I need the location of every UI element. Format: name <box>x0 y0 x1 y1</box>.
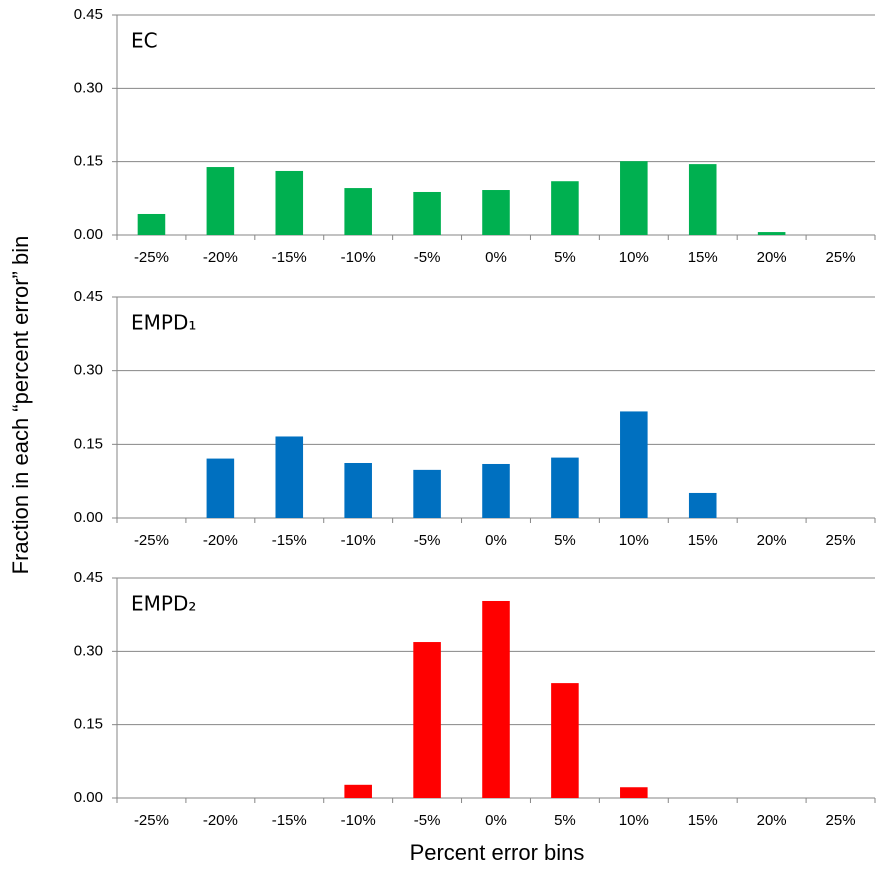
y-tick-label: 0.00 <box>74 789 103 806</box>
panel-label: EMPD₂ <box>131 592 196 616</box>
x-tick-label: -25% <box>134 532 169 549</box>
x-tick-label: 5% <box>554 532 576 549</box>
x-tick-label: 0% <box>485 249 507 266</box>
x-tick-label: -10% <box>341 249 376 266</box>
x-tick-label: -15% <box>272 249 307 266</box>
y-tick-label: 0.30 <box>74 642 103 659</box>
x-tick-label: -20% <box>203 532 238 549</box>
x-tick-label: -5% <box>414 812 441 829</box>
x-tick-label: 25% <box>826 249 856 266</box>
x-tick-label: -5% <box>414 532 441 549</box>
x-tick-label: 10% <box>619 249 649 266</box>
x-tick-label: 15% <box>688 812 718 829</box>
bar <box>344 462 372 518</box>
y-tick-label: 0.00 <box>74 509 103 526</box>
bar <box>413 642 441 798</box>
y-tick-label: 0.45 <box>74 6 103 23</box>
x-tick-label: 20% <box>757 812 787 829</box>
bar <box>413 469 441 518</box>
bar <box>413 191 441 235</box>
x-tick-label: 0% <box>485 532 507 549</box>
bar <box>482 190 510 235</box>
y-tick-label: 0.15 <box>74 716 103 733</box>
y-tick-label: 0.30 <box>74 362 103 379</box>
bar <box>206 167 235 235</box>
bar <box>344 784 372 798</box>
bar <box>551 683 579 798</box>
x-tick-label: -15% <box>272 812 307 829</box>
bar <box>482 600 510 798</box>
x-tick-label: -25% <box>134 812 169 829</box>
bar <box>551 457 579 518</box>
panel-label: EC <box>131 29 158 53</box>
x-tick-label: 10% <box>619 812 649 829</box>
x-tick-label: -15% <box>272 532 307 549</box>
x-tick-label: 25% <box>826 532 856 549</box>
bar <box>688 164 717 235</box>
x-tick-label: -20% <box>203 249 238 266</box>
bar <box>620 411 648 518</box>
x-tick-label: 20% <box>757 532 787 549</box>
bar <box>137 213 166 235</box>
x-tick-label: -10% <box>341 812 376 829</box>
bar <box>551 181 579 235</box>
bar <box>482 463 510 518</box>
x-tick-label: 15% <box>688 532 718 549</box>
x-tick-label: 25% <box>826 812 856 829</box>
x-tick-label: 5% <box>554 812 576 829</box>
y-tick-label: 0.30 <box>74 79 103 96</box>
x-tick-label: -20% <box>203 812 238 829</box>
x-tick-label: -10% <box>341 532 376 549</box>
y-tick-label: 0.15 <box>74 153 103 170</box>
x-tick-label: 20% <box>757 249 787 266</box>
x-tick-label: 10% <box>619 532 649 549</box>
x-tick-label: -5% <box>414 249 441 266</box>
y-tick-label: 0.00 <box>74 226 103 243</box>
bar <box>275 170 304 235</box>
bar <box>275 436 304 518</box>
bar <box>757 232 786 235</box>
y-tick-label: 0.45 <box>74 569 103 586</box>
y-tick-label: 0.45 <box>74 288 103 305</box>
y-axis-title: Fraction in each “percent error” bin <box>8 236 33 575</box>
bar <box>620 161 648 235</box>
x-tick-label: 15% <box>688 249 718 266</box>
panel-label: EMPD₁ <box>131 311 196 335</box>
bar <box>688 492 717 518</box>
y-tick-label: 0.15 <box>74 435 103 452</box>
x-tick-label: 0% <box>485 812 507 829</box>
bar <box>344 188 372 235</box>
x-tick-label: -25% <box>134 249 169 266</box>
bar <box>206 458 235 518</box>
x-axis-title: Percent error bins <box>410 840 585 865</box>
x-tick-label: 5% <box>554 249 576 266</box>
bar <box>620 787 648 798</box>
